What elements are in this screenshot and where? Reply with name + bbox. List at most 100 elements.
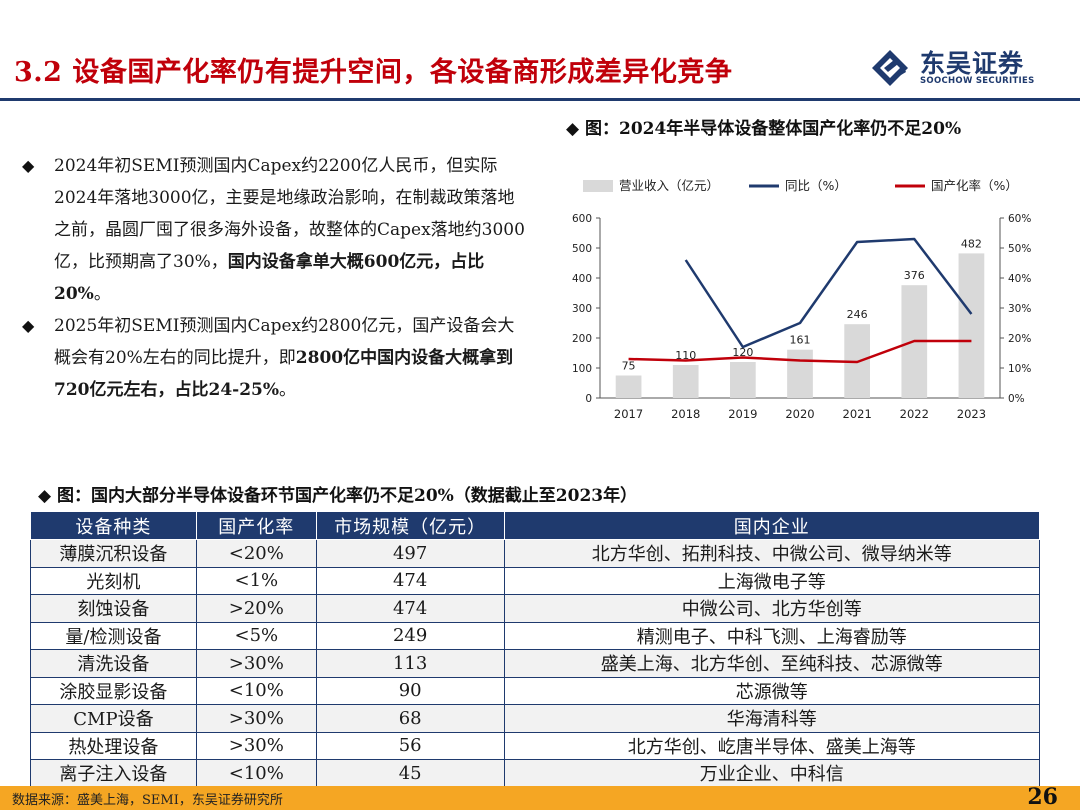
x-tick-label: 2019 (728, 407, 757, 421)
header-localization-rate: 国产化率 (195, 511, 317, 540)
cell-rate: <1% (195, 566, 317, 595)
legend-swatch-bar (583, 180, 613, 192)
cell-companies: 芯源微等 (503, 676, 1041, 705)
bar (958, 253, 985, 398)
y-tick-label-right: 10% (1008, 363, 1031, 375)
table-caption: ◆ 图：国内大部分半导体设备环节国产化率仍不足20%（数据截止至2023年） (38, 486, 638, 506)
bar (730, 362, 756, 398)
cell-rate: >30% (195, 704, 317, 733)
cell-size: 249 (315, 621, 505, 650)
cell-equipment: 涂胶显影设备 (30, 676, 197, 705)
cell-rate: <10% (195, 759, 317, 788)
cell-companies: 华海清科等 (503, 704, 1041, 733)
y-tick-label-right: 50% (1008, 243, 1031, 255)
cell-equipment: 清洗设备 (30, 649, 197, 678)
y-tick-label-right: 60% (1008, 213, 1031, 225)
cell-equipment: 光刻机 (30, 566, 197, 595)
table-row: 量/检测设备 <5% 249 精测电子、中科飞测、上海睿励等 (30, 621, 1041, 650)
legend-label: 国产化率（%） (931, 178, 1018, 193)
bar-data-label: 246 (847, 308, 868, 321)
x-tick-label: 2023 (957, 407, 986, 421)
cell-companies: 精测电子、中科飞测、上海睿励等 (503, 621, 1041, 650)
localization-rate-line (628, 339, 972, 364)
bullet-list: ◆ 2024年初SEMI预测国内Capex约2200亿人民币，但实际2024年落… (22, 150, 527, 406)
bullet-tail: 。 (93, 284, 111, 304)
table-header-row: 设备种类 国产化率 市场规模（亿元） 国内企业 (30, 511, 1041, 540)
bar-data-label: 75 (622, 360, 636, 373)
y-tick-label-left: 0 (585, 393, 592, 405)
table-row: 涂胶显影设备 <10% 90 芯源微等 (30, 676, 1041, 705)
cell-equipment: 薄膜沉积设备 (30, 539, 197, 568)
legend-label: 营业收入（亿元） (619, 178, 719, 193)
cell-rate: <20% (195, 539, 317, 568)
logo-text-cn: 东吴证券 (920, 49, 1025, 78)
bar-data-label: 161 (790, 334, 811, 347)
bar (672, 365, 699, 398)
cell-rate: >30% (195, 731, 317, 760)
cell-equipment: 热处理设备 (30, 731, 197, 760)
table-row: 热处理设备 >30% 56 北方华创、屹唐半导体、盛美上海等 (30, 731, 1041, 760)
table-row: 离子注入设备 <10% 45 万业企业、中科信 (30, 759, 1041, 788)
cell-companies: 盛美上海、北方华创、至纯科技、芯源微等 (503, 649, 1041, 678)
cell-size: 90 (315, 676, 505, 705)
cell-equipment: CMP设备 (30, 704, 197, 733)
cell-size: 497 (315, 539, 505, 568)
footer-bar (0, 786, 1080, 810)
diamond-bullet-icon: ◆ (22, 316, 35, 335)
cell-size: 474 (315, 594, 505, 623)
chart-caption: ◆ 图：2024年半导体设备整体国产化率仍不足20% (566, 119, 962, 139)
bar (615, 375, 642, 398)
table-row: 薄膜沉积设备 <20% 497 北方华创、拓荆科技、中微公司、微导纳米等 (30, 539, 1041, 568)
cell-equipment: 量/检测设备 (30, 621, 197, 650)
bar-data-label: 120 (732, 346, 753, 359)
y-tick-label-left: 100 (572, 363, 592, 375)
table-row: CMP设备 >30% 68 华海清科等 (30, 704, 1041, 733)
cell-rate: >30% (195, 649, 317, 678)
cell-size: 113 (315, 649, 505, 678)
cell-size: 474 (315, 566, 505, 595)
soochow-logo-icon (872, 50, 908, 86)
y-tick-label-left: 200 (572, 333, 592, 345)
y-tick-label-right: 30% (1008, 303, 1031, 315)
logo-text-en: SOOCHOW SECURITIES (920, 76, 1035, 86)
page-title: 3.2 设备国产化率仍有提升空间，各设备商形成差异化竞争 (14, 57, 733, 88)
revenue-localization-chart: 营业收入（亿元） 同比（%） 国产化率（%） 0 100 200 300 400 500 600 0… (555, 170, 1060, 430)
cell-equipment: 离子注入设备 (30, 759, 197, 788)
y-tick-label-right: 0% (1008, 393, 1025, 405)
cell-size: 45 (315, 759, 505, 788)
x-tick-label: 2017 (614, 407, 643, 421)
title-divider (0, 98, 1080, 101)
x-tick-label: 2018 (671, 407, 700, 421)
x-tick-label: 2021 (843, 407, 872, 421)
footer-source: 数据来源：盛美上海，SEMI，东吴证券研究所 (12, 793, 283, 808)
header-market-size: 市场规模（亿元） (315, 511, 505, 540)
bullet-tail: 。 (279, 380, 297, 400)
bullet-item: ◆ 2025年初SEMI预测国内Capex约2800亿元，国产设备会大概会有20… (22, 310, 527, 406)
y-tick-label-left: 400 (572, 273, 592, 285)
cell-companies: 北方华创、屹唐半导体、盛美上海等 (503, 731, 1041, 760)
bullet-text: 2024年初SEMI预测国内Capex约2200亿人民币，但实际2024年落地3… (54, 156, 525, 272)
table-row: 光刻机 <1% 474 上海微电子等 (30, 566, 1041, 595)
y-tick-label-left: 500 (572, 243, 592, 255)
y-tick-label-left: 300 (572, 303, 592, 315)
table-row: 刻蚀设备 >20% 474 中微公司、北方华创等 (30, 594, 1041, 623)
bar (787, 349, 813, 398)
x-tick-label: 2022 (900, 407, 929, 421)
y-tick-label-right: 40% (1008, 273, 1031, 285)
chart-svg: 营业收入（亿元） 同比（%） 国产化率（%） 0 100 200 300 400 500 600 0… (572, 178, 1031, 421)
equipment-table: 设备种类 国产化率 市场规模（亿元） 国内企业 薄膜沉积设备 <20% 497 … (30, 511, 1041, 788)
cell-rate: <5% (195, 621, 317, 650)
cell-companies: 北方华创、拓荆科技、中微公司、微导纳米等 (503, 539, 1041, 568)
page-number: 26 (1027, 784, 1058, 810)
cell-companies: 上海微电子等 (503, 566, 1041, 595)
bullet-bold-text: 国内设备拿单大概600亿元，占比20% (54, 252, 485, 304)
bar-data-label: 110 (675, 349, 696, 362)
cell-equipment: 刻蚀设备 (30, 594, 197, 623)
y-tick-label-right: 20% (1008, 333, 1031, 345)
bar-data-label: 482 (961, 237, 982, 250)
legend-label: 同比（%） (785, 178, 847, 193)
cell-size: 68 (315, 704, 505, 733)
bullet-item: ◆ 2024年初SEMI预测国内Capex约2200亿人民币，但实际2024年落… (22, 150, 527, 310)
diamond-bullet-icon: ◆ (22, 156, 35, 175)
cell-companies: 万业企业、中科信 (503, 759, 1041, 788)
